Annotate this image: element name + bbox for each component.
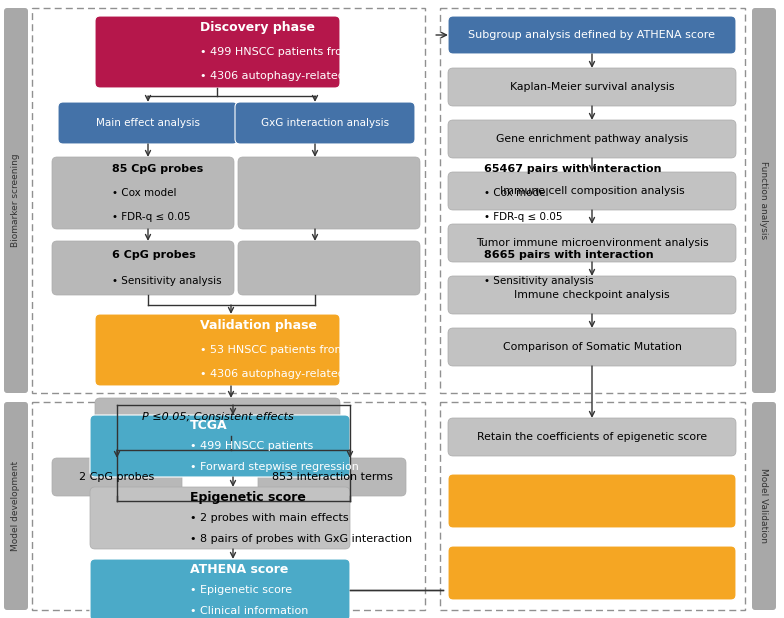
Text: • 53 HNSCC patients from GSE75537: • 53 HNSCC patients from GSE75537 <box>200 345 407 355</box>
FancyBboxPatch shape <box>4 402 28 610</box>
FancyBboxPatch shape <box>238 157 420 229</box>
Text: Comparison of Somatic Mutation: Comparison of Somatic Mutation <box>503 342 681 352</box>
Text: Epigenetic score: Epigenetic score <box>190 491 306 504</box>
Text: TCGA: TCGA <box>190 419 227 432</box>
FancyBboxPatch shape <box>95 16 340 88</box>
FancyBboxPatch shape <box>52 458 182 496</box>
Text: 2 CpG probes: 2 CpG probes <box>79 472 154 482</box>
FancyBboxPatch shape <box>238 241 420 295</box>
Text: • Clinical information: • Clinical information <box>190 606 308 616</box>
Text: 8665 pairs with interaction: 8665 pairs with interaction <box>484 250 654 260</box>
Text: 65467 pairs with interaction: 65467 pairs with interaction <box>484 164 662 174</box>
FancyBboxPatch shape <box>448 276 736 314</box>
Bar <box>440 8 745 393</box>
Text: P ≤0.05; Consistent effects: P ≤0.05; Consistent effects <box>142 412 293 422</box>
FancyBboxPatch shape <box>90 559 350 618</box>
Text: • 4306 autophagy-related CpG probes: • 4306 autophagy-related CpG probes <box>200 71 413 81</box>
FancyBboxPatch shape <box>448 224 736 262</box>
FancyBboxPatch shape <box>52 157 234 229</box>
FancyBboxPatch shape <box>448 120 736 158</box>
FancyBboxPatch shape <box>448 68 736 106</box>
Text: • 2 probes with main effects: • 2 probes with main effects <box>190 513 349 523</box>
Text: • Sensitivity analysis: • Sensitivity analysis <box>112 276 222 287</box>
FancyBboxPatch shape <box>448 418 736 456</box>
Bar <box>32 402 425 610</box>
FancyBboxPatch shape <box>448 328 736 366</box>
FancyBboxPatch shape <box>52 241 234 295</box>
FancyBboxPatch shape <box>258 458 406 496</box>
Text: • Cox model: • Cox model <box>484 188 549 198</box>
Text: Retain the coefficients of epigenetic score: Retain the coefficients of epigenetic sc… <box>477 432 707 442</box>
FancyBboxPatch shape <box>58 102 238 144</box>
Text: GxG interaction analysis: GxG interaction analysis <box>261 118 389 128</box>
FancyBboxPatch shape <box>448 172 736 210</box>
Text: ATHENA score: ATHENA score <box>190 563 289 576</box>
FancyBboxPatch shape <box>235 102 415 144</box>
Text: • Forward stepwise regression: • Forward stepwise regression <box>190 462 359 472</box>
Text: Tumor immune microenvironment analysis: Tumor immune microenvironment analysis <box>476 238 708 248</box>
FancyBboxPatch shape <box>90 487 350 549</box>
FancyBboxPatch shape <box>95 398 340 436</box>
Text: • Sensitivity analysis: • Sensitivity analysis <box>484 276 593 287</box>
Text: Kaplan-Meier survival analysis: Kaplan-Meier survival analysis <box>510 82 674 92</box>
Text: • Epigenetic score: • Epigenetic score <box>190 585 292 595</box>
Text: Subgroup analysis defined by ATHENA score: Subgroup analysis defined by ATHENA scor… <box>469 30 716 40</box>
Text: Validation phase: Validation phase <box>200 320 317 332</box>
Bar <box>440 402 745 610</box>
FancyBboxPatch shape <box>752 8 776 393</box>
Text: • FDR-q ≤ 0.05: • FDR-q ≤ 0.05 <box>112 212 191 222</box>
FancyBboxPatch shape <box>4 8 28 393</box>
Text: Discovery phase: Discovery phase <box>200 22 315 35</box>
Text: Model Validation: Model Validation <box>760 468 768 543</box>
Text: • 499 HNSCC patients from TCGA: • 499 HNSCC patients from TCGA <box>200 47 387 57</box>
Text: 6 CpG probes: 6 CpG probes <box>112 250 196 260</box>
Bar <box>32 8 425 393</box>
Text: Biomarker screening: Biomarker screening <box>12 154 20 247</box>
Text: 85 CpG probes: 85 CpG probes <box>112 164 203 174</box>
Text: Immune cell composition analysis: Immune cell composition analysis <box>499 186 684 196</box>
Text: Function analysis: Function analysis <box>760 161 768 240</box>
FancyBboxPatch shape <box>448 474 736 528</box>
Text: • 8 pairs of probes with GxG interaction: • 8 pairs of probes with GxG interaction <box>190 534 412 544</box>
Text: • FDR-q ≤ 0.05: • FDR-q ≤ 0.05 <box>484 212 562 222</box>
Text: • 4306 autophagy-related CpG probes: • 4306 autophagy-related CpG probes <box>200 369 413 379</box>
Text: Immune checkpoint analysis: Immune checkpoint analysis <box>514 290 670 300</box>
Text: Main effect analysis: Main effect analysis <box>96 118 200 128</box>
FancyBboxPatch shape <box>448 546 736 600</box>
Text: Model development: Model development <box>12 461 20 551</box>
FancyBboxPatch shape <box>90 415 350 477</box>
Text: • 499 HNSCC patients: • 499 HNSCC patients <box>190 441 314 451</box>
FancyBboxPatch shape <box>95 314 340 386</box>
Text: • Cox model: • Cox model <box>112 188 176 198</box>
Text: 853 interaction terms: 853 interaction terms <box>271 472 393 482</box>
Text: Gene enrichment pathway analysis: Gene enrichment pathway analysis <box>496 134 688 144</box>
FancyBboxPatch shape <box>448 16 736 54</box>
FancyBboxPatch shape <box>752 402 776 610</box>
